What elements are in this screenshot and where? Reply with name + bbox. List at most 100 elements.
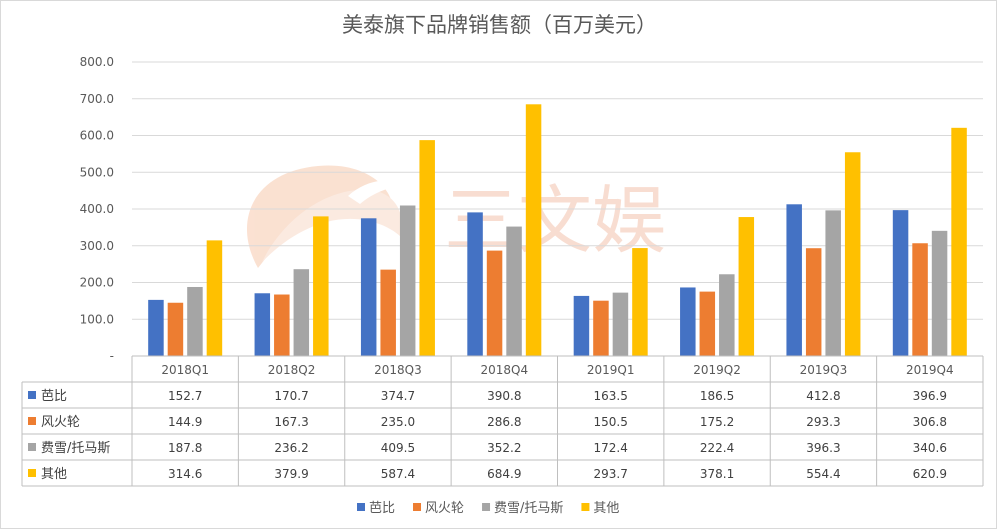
table-cell: 314.6 bbox=[168, 467, 202, 481]
bar bbox=[844, 152, 861, 356]
y-tick-label: 400.0 bbox=[80, 202, 114, 216]
table-cell: 340.6 bbox=[913, 441, 947, 455]
bar bbox=[167, 302, 184, 356]
bar bbox=[632, 248, 648, 356]
bar bbox=[699, 291, 716, 356]
table-cell: 293.7 bbox=[594, 467, 628, 481]
bar bbox=[486, 250, 503, 356]
legend: 芭比 风火轮 费雪/托马斯 其他 bbox=[357, 501, 619, 516]
table-cell: 170.7 bbox=[274, 389, 308, 403]
table-cell: 150.5 bbox=[594, 415, 628, 429]
bar bbox=[719, 274, 735, 356]
bar bbox=[951, 127, 967, 357]
legend-label: 费雪/托马斯 bbox=[494, 501, 563, 516]
bar bbox=[313, 216, 329, 356]
table-cell: 235.0 bbox=[381, 415, 415, 429]
bar bbox=[825, 210, 841, 356]
bar bbox=[525, 104, 542, 356]
y-tick-label: 800.0 bbox=[80, 55, 114, 69]
table-series-label: 芭比 bbox=[41, 389, 67, 404]
bar bbox=[293, 269, 310, 356]
table-cell: 293.3 bbox=[806, 415, 840, 429]
chart-title: 美泰旗下品牌销售额（百万美元） bbox=[342, 13, 657, 37]
bar bbox=[506, 226, 522, 356]
legend-key bbox=[357, 503, 365, 511]
y-tick-label: 300.0 bbox=[80, 239, 114, 253]
y-tick-label: 100.0 bbox=[80, 312, 114, 326]
bar bbox=[805, 248, 822, 356]
y-tick-label: 200.0 bbox=[80, 276, 114, 290]
table-cell: 286.8 bbox=[487, 415, 521, 429]
bar bbox=[148, 299, 164, 356]
data-table: 2018Q1 2018Q2 2018Q3 2018Q4 2019Q1 2019Q2 2019… bbox=[21, 355, 984, 487]
table-cell: 152.7 bbox=[168, 389, 202, 403]
y-tick-label: 700.0 bbox=[80, 92, 114, 106]
table-cell: 175.2 bbox=[700, 415, 734, 429]
table-cell: 684.9 bbox=[487, 467, 521, 481]
watermark-logo bbox=[246, 165, 404, 268]
y-tick-label: - bbox=[110, 349, 114, 363]
table-cell: 186.5 bbox=[700, 389, 734, 403]
table-series-label: 风火轮 bbox=[41, 415, 80, 430]
legend-label: 其他 bbox=[593, 501, 619, 516]
bar bbox=[680, 287, 696, 356]
legend-label: 风火轮 bbox=[425, 501, 464, 516]
bar bbox=[419, 140, 435, 356]
bar bbox=[738, 217, 755, 356]
legend-key bbox=[581, 503, 590, 511]
bar bbox=[912, 243, 928, 356]
bar bbox=[593, 300, 609, 356]
bar bbox=[380, 269, 396, 356]
bar bbox=[786, 204, 802, 356]
table-legend-key bbox=[28, 469, 36, 477]
table-cell: 352.2 bbox=[487, 441, 521, 455]
table-legend-key bbox=[28, 391, 36, 399]
table-cell: 172.4 bbox=[594, 441, 628, 455]
y-tick-label: 600.0 bbox=[80, 129, 114, 143]
table-cell: 222.4 bbox=[700, 441, 734, 455]
bar bbox=[274, 294, 290, 356]
table-cell: 167.3 bbox=[274, 415, 308, 429]
table-cell: 409.5 bbox=[381, 441, 415, 455]
table-cell: 306.8 bbox=[913, 415, 947, 429]
bar bbox=[360, 218, 377, 356]
bars bbox=[148, 104, 967, 357]
bar bbox=[467, 212, 483, 356]
category-label: 2018Q3 bbox=[374, 363, 422, 377]
table-cell: 379.9 bbox=[274, 467, 308, 481]
category-label: 2018Q2 bbox=[268, 363, 316, 377]
table-legend-key bbox=[28, 443, 36, 451]
bar bbox=[254, 293, 271, 356]
y-axis: - 100.0 200.0 300.0 400.0 500.0 600.0 700.0 800.… bbox=[80, 55, 114, 363]
gridlines bbox=[132, 61, 983, 320]
table-cell: 163.5 bbox=[594, 389, 628, 403]
table-cell: 620.9 bbox=[913, 467, 947, 481]
bar bbox=[399, 205, 416, 356]
bar bbox=[573, 295, 590, 356]
table-cell: 236.2 bbox=[274, 441, 308, 455]
category-label: 2018Q4 bbox=[481, 363, 529, 377]
table-cell: 374.7 bbox=[381, 389, 415, 403]
bar bbox=[931, 230, 948, 356]
table-cell: 187.8 bbox=[168, 441, 202, 455]
category-label: 2019Q1 bbox=[587, 363, 635, 377]
table-series-label: 其他 bbox=[41, 467, 67, 482]
category-label: 2019Q4 bbox=[906, 363, 954, 377]
table-cell: 396.3 bbox=[806, 441, 840, 455]
bar bbox=[187, 286, 203, 356]
table-cell: 396.9 bbox=[913, 389, 947, 403]
table-cell: 412.8 bbox=[806, 389, 840, 403]
legend-key bbox=[413, 503, 422, 511]
category-label: 2018Q1 bbox=[161, 363, 209, 377]
table-cell: 378.1 bbox=[700, 467, 734, 481]
category-label: 2019Q3 bbox=[800, 363, 848, 377]
legend-key bbox=[482, 503, 491, 511]
table-cell: 144.9 bbox=[168, 415, 202, 429]
table-cell: 587.4 bbox=[381, 467, 415, 481]
bar bbox=[892, 210, 909, 356]
table-cell: 554.4 bbox=[806, 467, 840, 481]
bar bbox=[206, 240, 223, 356]
y-tick-label: 500.0 bbox=[80, 165, 114, 179]
category-label: 2019Q2 bbox=[693, 363, 741, 377]
